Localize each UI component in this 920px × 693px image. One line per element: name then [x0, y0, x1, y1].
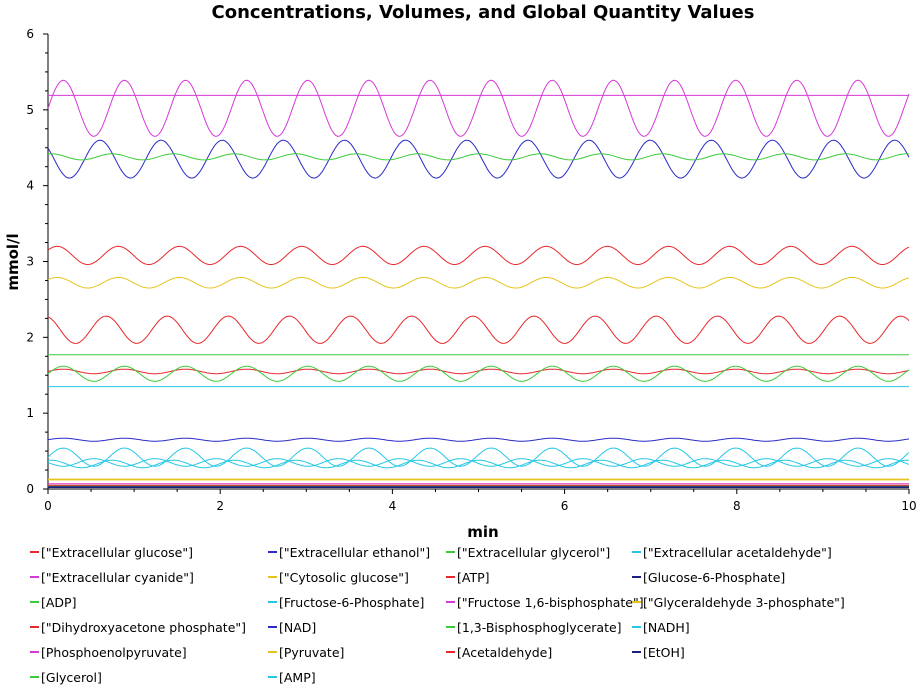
series-line-12	[47, 245, 910, 266]
legend-item: [NADH]	[632, 618, 690, 636]
legend-item: [EtOH]	[632, 643, 685, 661]
legend-item: [Pyruvate]	[268, 643, 344, 661]
chart-title: Concentrations, Volumes, and Global Quan…	[212, 2, 755, 23]
x-tick-label: 0	[44, 499, 52, 513]
legend-swatch	[30, 551, 39, 553]
legend-label: ["Extracellular cyanide"]	[41, 569, 194, 585]
y-axis-label: mmol/l	[4, 233, 22, 290]
legend-item: [Fructose-6-Phosphate]	[268, 593, 424, 611]
legend-item: ["Extracellular acetaldehyde"]	[632, 543, 832, 561]
legend-swatch	[30, 601, 39, 603]
legend-label: ["Fructose 1,6-bisphosphate"]	[457, 594, 644, 610]
y-tick-label: 2	[26, 330, 34, 344]
legend-swatch	[268, 651, 277, 653]
legend-swatch	[446, 601, 455, 603]
legend-label: ["Extracellular glycerol"]	[457, 544, 611, 560]
legend-item: [Glycerol]	[30, 668, 102, 686]
x-tick-label: 10	[901, 499, 916, 513]
legend-swatch	[268, 626, 277, 628]
legend-label: [NAD]	[279, 619, 317, 635]
legend-swatch	[632, 551, 641, 553]
legend-swatch	[268, 676, 277, 678]
legend-item: [Acetaldehyde]	[446, 643, 552, 661]
chart-axes: 0 2 4 6 8 10 0 1 2 3 4 5 6	[26, 27, 916, 513]
series-line-8	[47, 365, 910, 382]
legend-item: [NAD]	[268, 618, 316, 636]
x-tick-label: 8	[733, 499, 741, 513]
legend-label: ["Dihydroxyacetone phosphate"]	[41, 619, 247, 635]
legend-label: ["Glyceraldehyde 3-phosphate"]	[643, 594, 845, 610]
series-line-20	[47, 153, 910, 161]
legend-item: ["Extracellular cyanide"]	[30, 568, 194, 586]
legend-label: ["Extracellular ethanol"]	[279, 544, 431, 560]
legend-label: [Acetaldehyde]	[457, 644, 553, 660]
legend-item: ["Fructose 1,6-bisphosphate"]	[446, 593, 644, 611]
legend-swatch	[446, 626, 455, 628]
series-line-13	[47, 139, 910, 179]
series-line-0	[47, 368, 910, 375]
legend-item: [ADP]	[30, 593, 76, 611]
y-tick-label: 3	[26, 255, 34, 269]
legend-label: [ADP]	[41, 594, 77, 610]
series-line-11	[47, 276, 910, 289]
legend-item: [AMP]	[268, 668, 316, 686]
legend-item: ["Extracellular glucose"]	[30, 543, 193, 561]
x-tick-label: 6	[561, 499, 569, 513]
legend-item: [Glucose-6-Phosphate]	[632, 568, 785, 586]
legend-swatch	[632, 576, 641, 578]
series-line-1	[47, 437, 910, 442]
legend-swatch	[30, 676, 39, 678]
legend-item: [ATP]	[446, 568, 490, 586]
series-line-15	[47, 447, 910, 467]
legend-label: ["Cytosolic glucose"]	[279, 569, 409, 585]
legend-label: [NADH]	[643, 619, 690, 635]
series-line-6	[47, 315, 910, 344]
legend-label: [Fructose-6-Phosphate]	[279, 594, 425, 610]
legend-swatch	[30, 651, 39, 653]
chart-plot-svg: Concentrations, Volumes, and Global Quan…	[4, 2, 917, 541]
y-tick-label: 4	[26, 179, 34, 193]
legend-label: [Glycerol]	[41, 669, 102, 685]
legend-item: ["Dihydroxyacetone phosphate"]	[30, 618, 246, 636]
legend-item: [Phosphoenolpyruvate]	[30, 643, 187, 661]
x-axis-label: min	[467, 523, 498, 541]
legend-item: [1,3-Bisphosphoglycerate]	[446, 618, 622, 636]
legend-swatch	[446, 576, 455, 578]
y-tick-label: 6	[26, 27, 34, 41]
legend-label: ["Extracellular glucose"]	[41, 544, 193, 560]
legend-swatch	[30, 576, 39, 578]
legend-label: [Phosphoenolpyruvate]	[41, 644, 187, 660]
series-line-10	[47, 79, 910, 137]
series-layer	[47, 79, 910, 488]
y-tick-label: 5	[26, 103, 34, 117]
legend-swatch	[30, 626, 39, 628]
legend-swatch	[632, 601, 641, 603]
legend-label: [Glucose-6-Phosphate]	[643, 569, 786, 585]
legend-item: ["Glyceraldehyde 3-phosphate"]	[632, 593, 845, 611]
legend-label: [ATP]	[457, 569, 490, 585]
x-tick-label: 2	[216, 499, 224, 513]
series-line-21	[47, 459, 910, 469]
legend-item: ["Extracellular glycerol"]	[446, 543, 610, 561]
legend-label: ["Extracellular acetaldehyde"]	[643, 544, 832, 560]
legend-label: [1,3-Bisphosphoglycerate]	[457, 619, 622, 635]
y-tick-label: 0	[26, 482, 34, 496]
legend-swatch	[446, 551, 455, 553]
legend-label: [Pyruvate]	[279, 644, 345, 660]
legend-swatch	[268, 576, 277, 578]
legend-swatch	[632, 626, 641, 628]
legend-swatch	[446, 651, 455, 653]
legend-label: [AMP]	[279, 669, 316, 685]
legend-item: ["Cytosolic glucose"]	[268, 568, 409, 586]
legend-swatch	[632, 651, 641, 653]
legend-swatch	[268, 601, 277, 603]
x-tick-label: 4	[389, 499, 397, 513]
y-tick-label: 1	[26, 406, 34, 420]
legend-swatch	[268, 551, 277, 553]
legend-item: ["Extracellular ethanol"]	[268, 543, 430, 561]
legend-label: [EtOH]	[643, 644, 685, 660]
